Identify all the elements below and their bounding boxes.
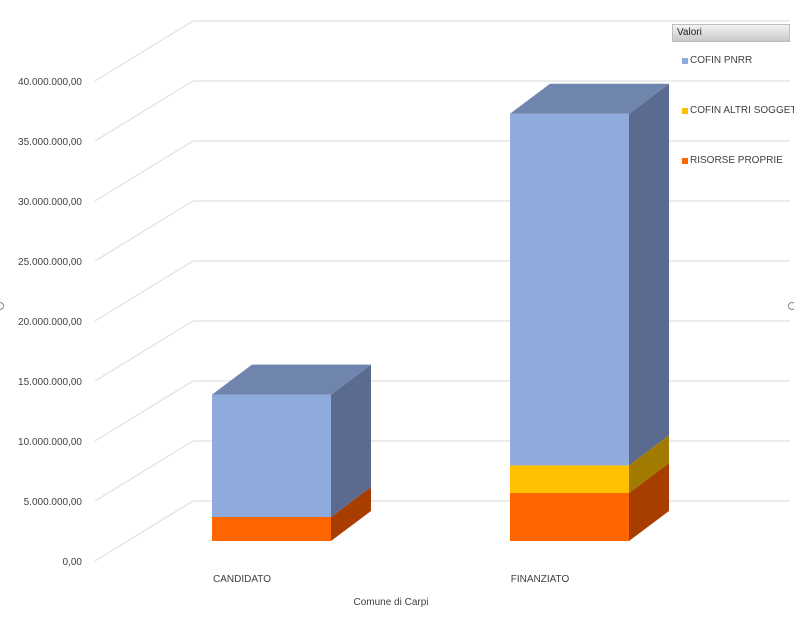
y-axis-tick-labels: 0,00 5.000.000,00 10.000.000,00 15.000.000,… [18,77,82,568]
bar-front [510,113,629,466]
bar-side [331,364,371,517]
bar-front [510,465,629,493]
y-tick-label: 40.000.000,00 [18,77,82,88]
bar-segment-cofin-altri-soggetti [510,435,669,493]
bar-segment-risorse-proprie [510,463,669,541]
y-tick-label: 15.000.000,00 [18,377,82,388]
y-tick-label: 30.000.000,00 [18,197,82,208]
bar-side [629,83,669,466]
bar-top [212,364,371,395]
bar-side [629,463,669,541]
gridline-diagonal [94,80,194,142]
gridline-diagonal [94,320,194,382]
bar-front [212,517,331,541]
gridline-diagonal [94,500,194,562]
legend: Valori COFIN PNRR COFIN ALTRI SOGGETTI RIS… [672,24,794,166]
legend-label: RISORSE PROPRIE [690,155,783,166]
x-axis-category-labels: CANDIDATO FINANZIATO [213,574,569,585]
y-tick-label: 5.000.000,00 [24,497,83,508]
bar-top [510,83,669,114]
x-axis-title: Comune di Carpi [353,597,428,608]
legend-label: COFIN PNRR [690,55,753,66]
bar-side [331,487,371,541]
gridline-diagonal [94,20,194,82]
bars [212,83,669,541]
legend-title[interactable]: Valori [672,24,790,42]
legend-label: COFIN ALTRI SOGGETTI [690,105,794,116]
legend-item[interactable]: COFIN PNRR [672,54,794,68]
bar-front [212,394,331,517]
x-category-label: CANDIDATO [213,574,271,585]
bar-front [510,493,629,541]
x-category-label: FINANZIATO [511,574,570,585]
gridline-diagonal [94,260,194,322]
legend-swatch [682,108,688,114]
legend-swatch [682,158,688,164]
y-tick-label: 20.000.000,00 [18,317,82,328]
bar-side [629,435,669,493]
legend-swatch [682,58,688,64]
bar-segment-cofin-pnrr [212,364,371,517]
gridline-diagonal [94,380,194,442]
y-tick-label: 0,00 [63,557,83,568]
legend-item[interactable]: RISORSE PROPRIE [672,154,794,168]
gridline-diagonal [94,140,194,202]
bar-segment-cofin-pnrr [510,83,669,466]
y-tick-label: 10.000.000,00 [18,437,82,448]
gridline-diagonal [94,440,194,502]
gridline-diagonal [94,200,194,262]
y-tick-label: 35.000.000,00 [18,137,82,148]
gridlines [94,20,790,562]
bar-segment-risorse-proprie [212,487,371,541]
resize-handle-right[interactable] [788,302,794,310]
legend-item[interactable]: COFIN ALTRI SOGGETTI [672,104,794,118]
y-tick-label: 25.000.000,00 [18,257,82,268]
